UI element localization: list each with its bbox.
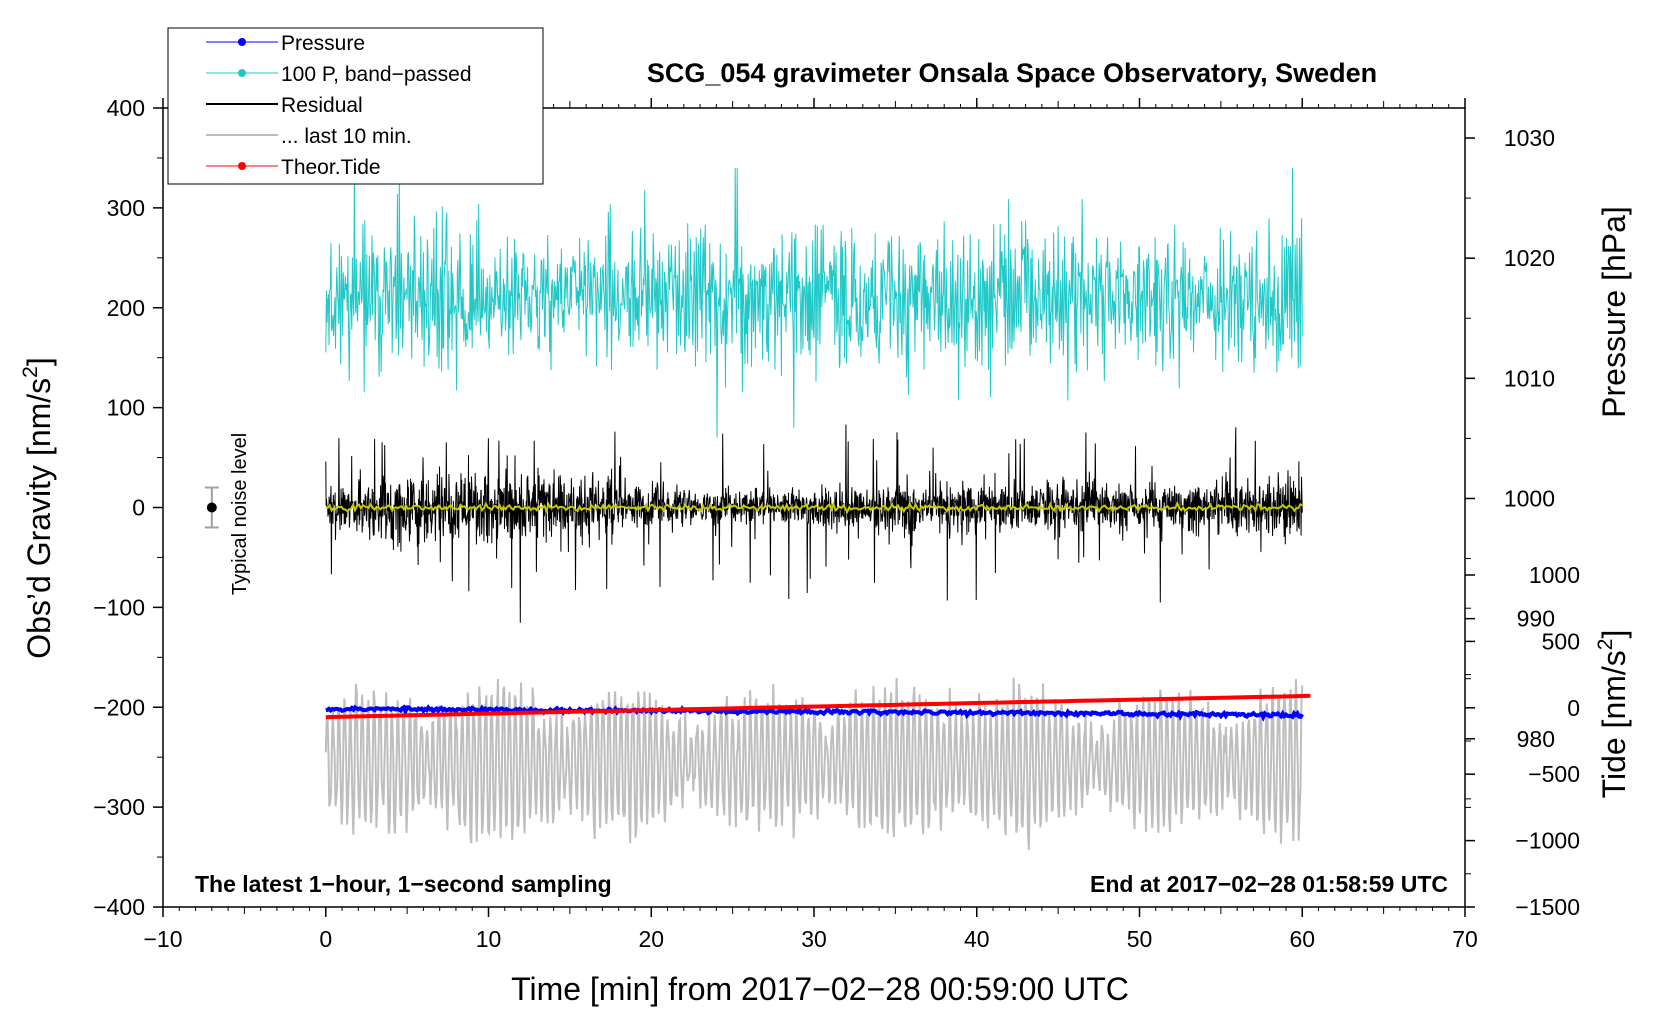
x-axis-title: Time [min] from 2017−02−28 00:59:00 UTC	[511, 971, 1129, 1007]
legend-box	[167, 27, 544, 185]
series-last-10-min	[324, 677, 1304, 851]
x-tick-label: 0	[319, 926, 332, 952]
legend-label: Pressure	[281, 32, 365, 55]
legend-label: 100 P, band−passed	[281, 63, 472, 86]
series-pressure	[325, 704, 1304, 722]
pressure-tick-label: 1020	[1504, 245, 1555, 271]
legend-item: Residual	[206, 94, 363, 117]
legend-swatch-marker	[238, 162, 246, 170]
y-tick-label: 100	[107, 395, 145, 421]
tide-tick-label: −1000	[1515, 828, 1580, 854]
legend-swatch-marker	[238, 69, 246, 77]
noise-level-indicator: Typical noise level	[204, 433, 251, 595]
tide-tick-label: −500	[1528, 761, 1580, 787]
series-residual-smoothed	[325, 500, 1303, 515]
annotation-end-time: End at 2017−02−28 01:58:59 UTC	[1090, 871, 1448, 897]
tide-tick-label: 500	[1542, 628, 1580, 654]
y-tick-label: 400	[107, 95, 145, 121]
legend-label: ... last 10 min.	[281, 125, 412, 148]
pressure-tick-label: 980	[1517, 726, 1555, 752]
legend-item: ... last 10 min.	[206, 125, 412, 148]
y-tick-label: 300	[107, 195, 145, 221]
pressure-tick-label: 1030	[1504, 125, 1555, 151]
tide-tick-label: 0	[1567, 695, 1580, 721]
plot-series-layer	[324, 167, 1311, 851]
noise-level-label: Typical noise level	[229, 433, 251, 595]
pressure-tick-label: 990	[1517, 606, 1555, 632]
noise-level-point	[206, 502, 217, 513]
pressure-tick-label: 1000	[1504, 485, 1555, 511]
series-residual	[325, 424, 1303, 623]
legend-swatch-marker	[238, 38, 246, 46]
y-tick-label: −200	[93, 694, 145, 720]
x-tick-label: 40	[964, 926, 990, 952]
chart-legend: Pressure 100 P, band−passed Residual ... la…	[167, 27, 544, 185]
y-tick-label: −300	[93, 794, 145, 820]
legend-item: Pressure	[206, 32, 365, 55]
x-tick-label: 60	[1289, 926, 1315, 952]
x-tick-label: 20	[638, 926, 664, 952]
y-tick-label: 0	[132, 495, 145, 521]
x-tick-label: 30	[801, 926, 827, 952]
x-tick-label: 50	[1127, 926, 1153, 952]
y-tick-label: 200	[107, 295, 145, 321]
y-tick-label: −400	[93, 894, 145, 920]
series-bandpassed-pressure	[325, 167, 1303, 438]
tide-axis-title-close: ]	[1596, 630, 1632, 639]
y-axis-title: Obs’d Gravity [nm/s2]	[19, 357, 57, 659]
y-tick-label: −100	[93, 594, 145, 620]
series-theoretical-tide	[325, 693, 1311, 720]
legend-label: Residual	[281, 94, 363, 117]
y-axis-title-close: ]	[21, 357, 57, 366]
tide-tick-label: 1000	[1529, 562, 1580, 588]
chart-title: SCG_054 gravimeter Onsala Space Observat…	[647, 58, 1377, 88]
axis-tick-labels: −10 0 10 20 30 40 50 60 704003002001000−100−200−…	[93, 95, 1580, 952]
axis-ticks	[153, 98, 1475, 917]
tide-axis-title-main: Tide [nm/s	[1596, 650, 1632, 798]
tide-tick-label: −1500	[1515, 894, 1580, 920]
legend-item: 100 P, band−passed	[206, 63, 472, 86]
y-axis-title-main: Obs’d Gravity [nm/s	[21, 378, 57, 659]
pressure-tick-label: 1010	[1504, 365, 1555, 391]
x-tick-label: 70	[1452, 926, 1478, 952]
legend-label: Theor.Tide	[281, 156, 381, 179]
tide-axis-title: Tide [nm/s2]	[1594, 630, 1632, 799]
pressure-axis-title: Pressure [hPa]	[1596, 206, 1632, 418]
annotation-sampling: The latest 1−hour, 1−second sampling	[195, 871, 612, 897]
x-tick-label: 10	[476, 926, 502, 952]
tide-axis-title-superscript: 2	[1594, 639, 1617, 651]
y-axis-title-superscript: 2	[19, 366, 42, 378]
legend-item: Theor.Tide	[206, 156, 381, 179]
x-tick-label: −10	[143, 926, 182, 952]
